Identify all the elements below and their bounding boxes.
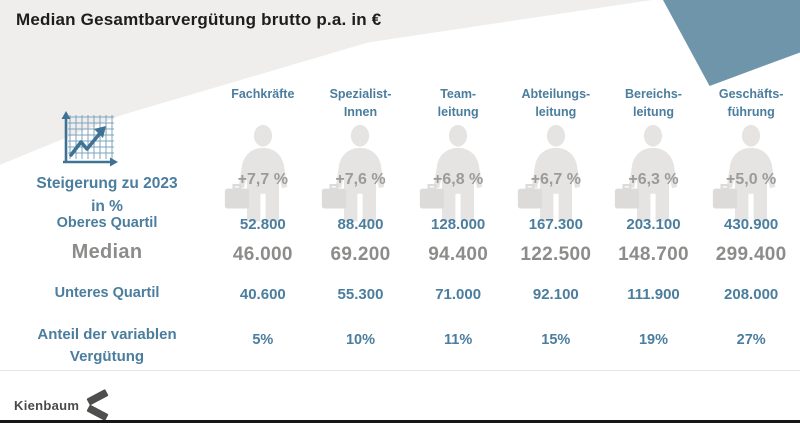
- column-headers: Fachkräfte Spezialist- Innen Team- leitu…: [214, 85, 800, 121]
- row-label-oberes-quartil: Oberes Quartil: [56, 215, 158, 231]
- anteil-value: 15%: [541, 332, 571, 348]
- bottom-border-bar: [0, 420, 800, 423]
- person-silhouettes: [214, 117, 800, 229]
- column-header-abteilungsleitung: Abteilungs- leitung: [521, 87, 591, 120]
- person-icon: [322, 124, 385, 222]
- person-icon: [615, 124, 678, 222]
- oberes-quartil-value: 52.800: [239, 215, 286, 233]
- median-value: 148.700: [618, 244, 689, 265]
- corner-triangle-decoration: [663, 0, 800, 86]
- unteres-quartil-value: 71.000: [435, 285, 482, 303]
- unteres-quartil-value: 55.300: [337, 285, 384, 303]
- steigerung-value: +5,0 %: [726, 171, 777, 188]
- unteres-quartil-value: 92.100: [532, 285, 579, 303]
- median-value: 46.000: [232, 244, 293, 265]
- kienbaum-logo-text: Kienbaum: [14, 398, 80, 413]
- row-steigerung: +7,7 % +7,6 % +6,8 % +6,7 % +6,3 % +5,0 …: [214, 167, 800, 193]
- unteres-quartil-value: 111.900: [627, 285, 680, 303]
- row-anteil-variable-verguetung: 5% 10% 11% 15% 19% 27%: [214, 329, 800, 351]
- row-median: 46.000 69.200 94.400 122.500 148.700 299…: [214, 240, 800, 270]
- oberes-quartil-value: 203.100: [626, 215, 681, 233]
- oberes-quartil-value: 167.300: [528, 215, 583, 233]
- row-label-steigerung: Steigerung zu 2023 in %: [36, 175, 178, 216]
- anteil-value: 10%: [345, 332, 375, 348]
- row-unteres-quartil: 40.600 55.300 71.000 92.100 111.900 208.…: [214, 282, 800, 306]
- median-value: 122.500: [520, 244, 592, 265]
- row-label-anteil-variable-verguetung: Anteil der variablen Vergütung: [37, 326, 177, 365]
- person-icon: [517, 124, 581, 222]
- column-header-geschaeftsfuehrung: Geschäfts- führung: [718, 87, 784, 120]
- median-value: 69.200: [330, 244, 391, 265]
- person-icon: [420, 124, 483, 222]
- footer-divider: [0, 370, 800, 371]
- anteil-value: 11%: [444, 332, 473, 348]
- column-header-fachkraefte: Fachkräfte: [231, 87, 295, 101]
- column-header-teamleitung: Team- leitung: [437, 87, 479, 120]
- kienbaum-logo-icon: [86, 389, 109, 421]
- line-chart-icon: [61, 111, 118, 167]
- steigerung-value: +6,8 %: [433, 171, 484, 188]
- column-header-bereichsleitung: Bereichs- leitung: [625, 87, 682, 120]
- row-oberes-quartil: 52.800 88.400 128.000 167.300 203.100 43…: [214, 212, 800, 236]
- oberes-quartil-value: 430.900: [724, 215, 779, 233]
- column-header-spezialistinnen: Spezialist- Innen: [329, 87, 392, 120]
- row-label-unteres-quartil: Unteres Quartil: [54, 285, 160, 301]
- person-icon: [224, 124, 288, 222]
- median-value: 299.400: [715, 244, 787, 265]
- steigerung-value: +6,7 %: [530, 171, 581, 188]
- steigerung-value: +7,6 %: [335, 171, 386, 188]
- anteil-value: 5%: [252, 332, 274, 348]
- oberes-quartil-value: 128.000: [431, 215, 486, 233]
- unteres-quartil-value: 40.600: [239, 285, 286, 303]
- row-label-median: Median: [71, 241, 143, 263]
- person-icon: [713, 124, 776, 222]
- anteil-value: 27%: [736, 332, 766, 348]
- page-title: Median Gesamtbarvergütung brutto p.a. in…: [16, 10, 382, 29]
- steigerung-value: +6,3 %: [628, 171, 679, 188]
- median-value: 94.400: [428, 244, 489, 265]
- oberes-quartil-value: 88.400: [337, 215, 384, 233]
- steigerung-value: +7,7 %: [237, 171, 288, 188]
- unteres-quartil-value: 208.000: [724, 285, 779, 303]
- anteil-value: 19%: [638, 332, 668, 348]
